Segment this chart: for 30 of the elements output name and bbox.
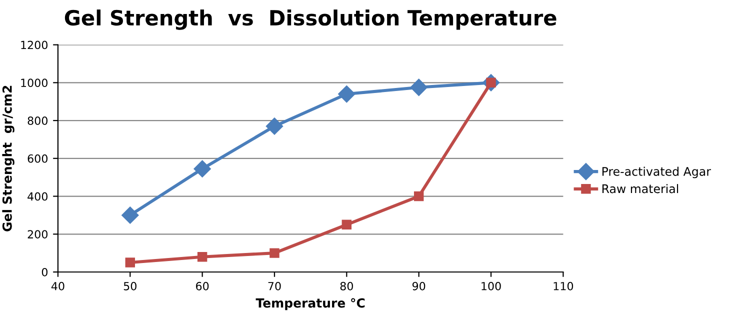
x-axis-title: Temperature °C: [256, 298, 365, 310]
point: [125, 258, 135, 268]
point: [342, 220, 352, 230]
point: [410, 78, 428, 96]
x-tick-label: 40: [51, 282, 64, 290]
y-tick-label: 400: [28, 192, 48, 201]
x-tick-label: 60: [196, 282, 209, 290]
legend-label: Raw material: [602, 184, 678, 194]
point: [270, 248, 280, 258]
point: [197, 252, 208, 262]
y-tick-label: 1000: [21, 78, 48, 88]
x-tick-label: 100: [482, 282, 501, 290]
x-tick-label: 110: [554, 282, 574, 290]
x-tick-label: 90: [412, 282, 426, 290]
point: [194, 160, 211, 178]
x-tick-label: 70: [268, 282, 281, 290]
chart-title: Gel Strength vs Dissolution Temperature: [64, 10, 556, 30]
x-tick-label: 80: [340, 282, 353, 290]
legend-label: Pre-activated Agar: [602, 166, 711, 178]
point: [338, 85, 356, 103]
point: [414, 191, 424, 202]
y-tick-label: 600: [28, 154, 48, 163]
point: [266, 118, 284, 135]
y-tick-label: 200: [28, 230, 48, 239]
x-tick-label: 50: [124, 282, 136, 290]
y-tick-label: 800: [28, 116, 48, 125]
point: [122, 206, 139, 224]
y-tick-label: 0: [42, 268, 48, 276]
y-axis-title: Gel Strenght gr/cm2: [2, 86, 14, 232]
y-tick-label: 1200: [21, 40, 48, 50]
